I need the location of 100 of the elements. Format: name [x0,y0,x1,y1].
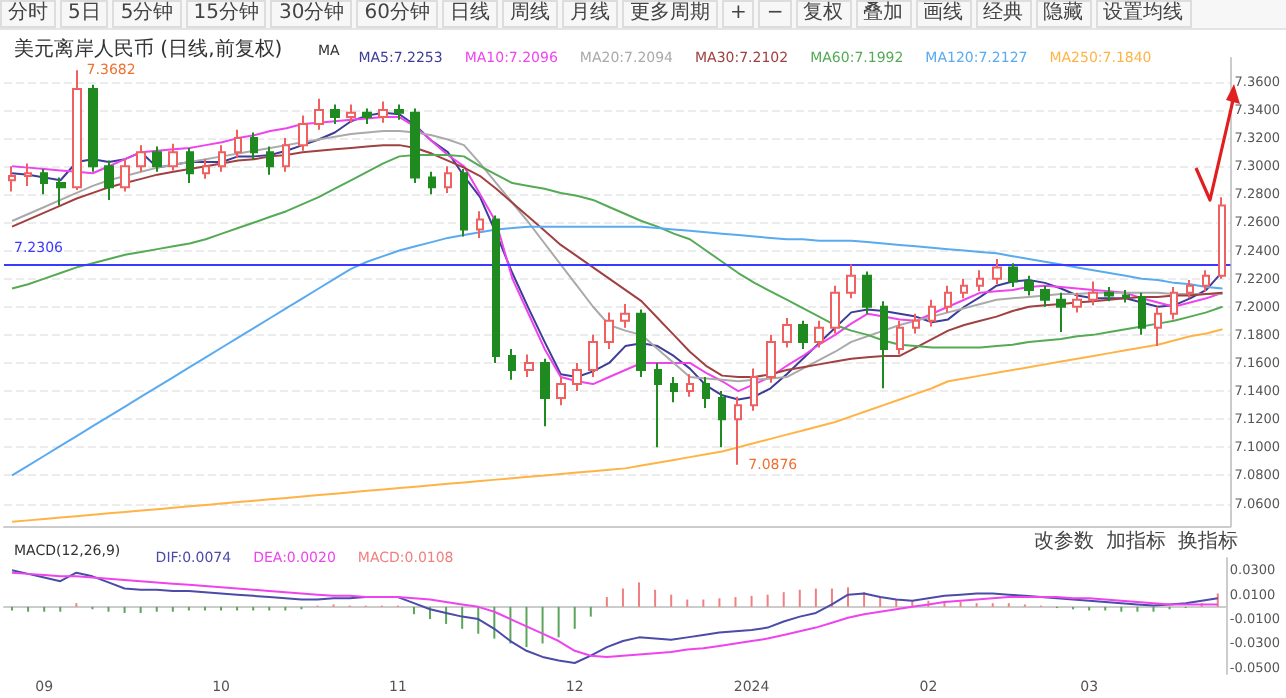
line-series [11,328,1224,523]
chart-title: 美元离岸人民币 (日线,前复权) [14,37,283,61]
candlestick [428,170,436,196]
candlestick [1202,269,1210,293]
text: 复权 [795,0,852,28]
text: + [721,0,755,28]
candlestick [460,168,468,238]
candlestick [588,333,598,379]
candlestick [654,361,662,449]
candlestick [830,284,840,335]
candlestick [604,311,614,350]
candlestick [330,103,340,126]
candlestick [734,395,742,466]
candlestick [476,210,484,239]
candlestick [394,103,404,121]
candlestick [88,83,98,173]
text: 30分钟 [270,0,353,28]
text: 月线 [561,0,618,28]
candlestick [750,367,758,412]
text: 周线 [501,0,558,28]
candlestick [186,146,194,185]
candlestick [620,302,630,329]
candlestick [378,100,388,124]
candlestick [1154,305,1162,348]
candlestick [798,319,808,350]
text: − [758,0,792,28]
text: 更多周期 [621,0,718,28]
candlestick [266,145,274,176]
candlestick [896,319,904,356]
candlestick [1088,280,1098,307]
candlestick [40,168,48,196]
candlestick [960,277,968,300]
candlestick [1008,262,1018,289]
candlestick [1186,279,1194,300]
text: 改参数 [1034,529,1094,553]
candlestick [862,270,872,315]
candlestick [202,158,210,180]
candlestick [508,347,516,381]
candlestick [104,159,114,201]
candlestick [556,376,566,407]
text: 隐藏 [1035,0,1092,28]
candlestick [410,107,420,185]
candlestick [636,308,646,379]
candlestick [1024,274,1034,297]
candlestick [218,144,226,173]
text: 日线 [441,0,498,28]
candlestick [912,312,920,335]
candlestick [1072,291,1082,314]
text: 加指标 [1106,529,1166,553]
line-series [11,153,1224,349]
candlestick [298,114,308,152]
candlestick [766,333,776,384]
candlestick [72,69,82,192]
candlestick [1138,291,1146,336]
candlestick [1104,286,1114,303]
candlestick [814,319,824,349]
text: 分时 [0,0,56,28]
candlestick [540,357,550,428]
candlestick [492,214,500,364]
candlestick [928,298,936,328]
candlestick [782,317,792,349]
candlestick [346,103,356,124]
text: 15分钟 [185,0,267,28]
candlestick [152,145,162,173]
candlestick [686,373,694,398]
candlestick [718,390,726,449]
candlestick [670,376,678,404]
candlestick [846,263,856,300]
candlestick [524,353,534,379]
candlestick [56,176,66,207]
text: 设置均线 [1095,0,1192,28]
text: 换指标 [1178,529,1238,553]
candlestick [8,165,16,193]
candlestick [362,107,372,126]
candlestick [572,361,582,393]
candlestick [1040,284,1050,308]
candlestick [1056,291,1066,334]
candlestick [1218,196,1226,280]
candlestick [1122,288,1130,304]
text: 5分钟 [112,0,182,28]
line-series [11,225,1224,477]
candlestick [168,142,178,172]
text: 叠加 [855,0,912,28]
candlestick [1170,286,1178,321]
text: 60分钟 [356,0,438,28]
candlestick [444,165,452,194]
candlestick [880,300,888,390]
candlestick [120,158,130,193]
candlestick [702,376,710,409]
text: 画线 [915,0,972,28]
candlestick [250,131,258,161]
candlestick [234,128,242,159]
text: 5日 [60,0,109,28]
candlestick [944,284,952,314]
candlestick [992,257,1002,286]
candlestick [976,269,984,293]
text: 经典 [975,0,1032,28]
candlestick [24,162,32,187]
candlestick [282,137,290,173]
candlestick [136,144,146,173]
